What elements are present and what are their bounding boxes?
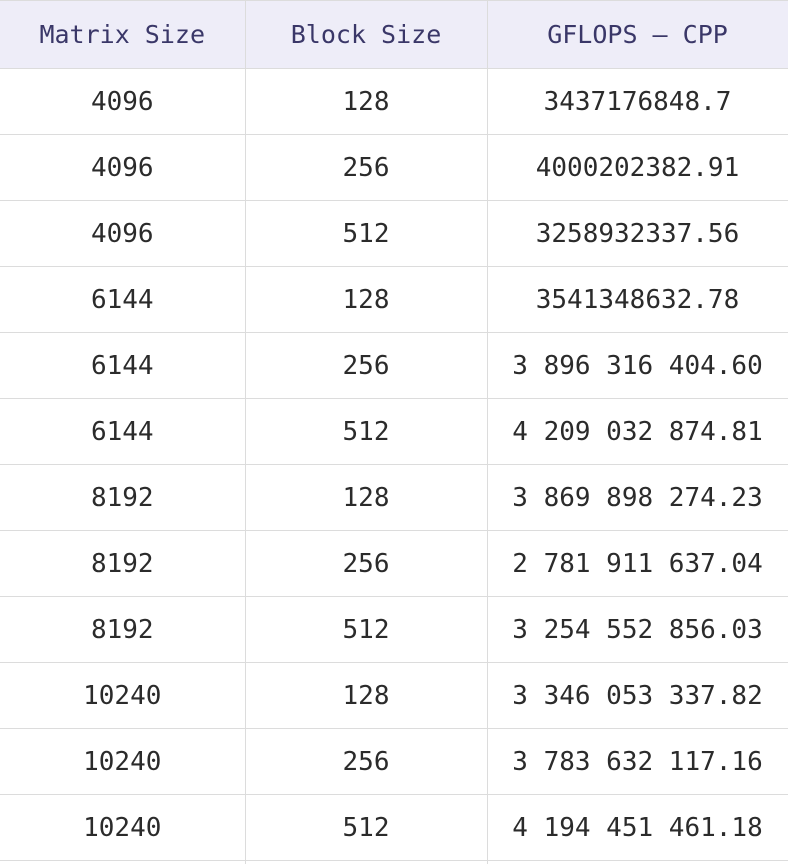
table-row: 4096 256 4000202382.91	[0, 134, 788, 201]
cell-matrix-size: 4096	[0, 134, 246, 201]
cell-matrix-size: 4096	[0, 68, 246, 135]
table-row: 4096 128 3437176848.7	[0, 68, 788, 135]
table-row: 10240 128 3 346 053 337.82	[0, 662, 788, 729]
cell-gflops: 4000202382.91	[487, 134, 788, 201]
cell-block-size: 128	[245, 662, 488, 729]
table-row: 8192 512 3 254 552 856.03	[0, 596, 788, 663]
cell-gflops: 3 254 552 856.03	[487, 596, 788, 663]
cell-matrix-size: 6144	[0, 398, 246, 465]
cell-gflops: 3258932337.56	[487, 200, 788, 267]
table-row: 10240 512 4 194 451 461.18	[0, 794, 788, 861]
cell-block-size: 128	[245, 464, 488, 531]
header-row: Matrix Size Block Size GFLOPS – CPP	[0, 0, 788, 69]
cell-block-size: 256	[245, 728, 488, 795]
table-row: 8192 128 3 869 898 274.23	[0, 464, 788, 531]
cell-block-size: 256	[245, 332, 488, 399]
cell-gflops: 3 783 632 117.16	[487, 728, 788, 795]
cell-block-size: 128	[245, 68, 488, 135]
table-row: 6144 256 3 896 316 404.60	[0, 332, 788, 399]
cell-empty	[245, 860, 488, 864]
cell-block-size: 512	[245, 596, 488, 663]
cell-matrix-size: 6144	[0, 332, 246, 399]
cell-block-size: 512	[245, 200, 488, 267]
table-body: 4096 128 3437176848.7 4096 256 400020238…	[0, 68, 788, 864]
cell-block-size: 512	[245, 794, 488, 861]
cell-gflops: 3541348632.78	[487, 266, 788, 333]
cell-block-size: 512	[245, 398, 488, 465]
cell-matrix-size: 6144	[0, 266, 246, 333]
table-row: 4096 512 3258932337.56	[0, 200, 788, 267]
cell-matrix-size: 10240	[0, 728, 246, 795]
cell-gflops: 3 869 898 274.23	[487, 464, 788, 531]
cell-block-size: 256	[245, 134, 488, 201]
cell-matrix-size: 8192	[0, 596, 246, 663]
cell-gflops: 4 194 451 461.18	[487, 794, 788, 861]
table-row: 6144 512 4 209 032 874.81	[0, 398, 788, 465]
table-row: 8192 256 2 781 911 637.04	[0, 530, 788, 597]
table-header: Matrix Size Block Size GFLOPS – CPP	[0, 0, 788, 69]
cell-matrix-size: 8192	[0, 530, 246, 597]
cell-matrix-size: 10240	[0, 662, 246, 729]
cell-matrix-size: 8192	[0, 464, 246, 531]
cell-empty	[487, 860, 788, 864]
cell-matrix-size: 4096	[0, 200, 246, 267]
table-row: 10240 256 3 783 632 117.16	[0, 728, 788, 795]
cell-gflops: 3 346 053 337.82	[487, 662, 788, 729]
table-row-partial	[0, 860, 788, 864]
cell-block-size: 128	[245, 266, 488, 333]
column-header-matrix-size: Matrix Size	[0, 0, 246, 69]
column-header-gflops-cpp: GFLOPS – CPP	[487, 0, 788, 69]
cell-gflops: 4 209 032 874.81	[487, 398, 788, 465]
cell-empty	[0, 860, 246, 864]
cell-matrix-size: 10240	[0, 794, 246, 861]
cell-gflops: 2 781 911 637.04	[487, 530, 788, 597]
cell-gflops: 3 896 316 404.60	[487, 332, 788, 399]
cell-block-size: 256	[245, 530, 488, 597]
column-header-block-size: Block Size	[245, 0, 488, 69]
table-row: 6144 128 3541348632.78	[0, 266, 788, 333]
cell-gflops: 3437176848.7	[487, 68, 788, 135]
